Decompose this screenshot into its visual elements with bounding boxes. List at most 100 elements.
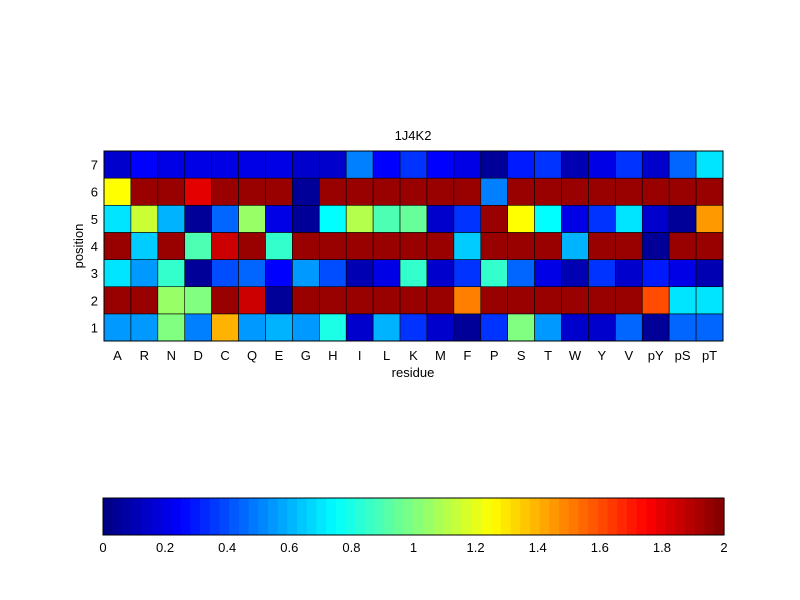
heatmap-cell xyxy=(372,232,401,260)
heatmap-cell xyxy=(184,232,212,260)
heatmap-cell xyxy=(184,286,212,315)
x-tick-label: L xyxy=(383,348,390,363)
heatmap-cell xyxy=(668,150,697,179)
colorbar-swatch xyxy=(374,498,385,535)
colorbar-tick-label: 1.6 xyxy=(591,540,609,555)
heatmap-cell xyxy=(265,259,293,288)
x-tick-label: H xyxy=(328,348,337,363)
colorbar-frame xyxy=(102,497,725,536)
colorbar-tick-label: 1.2 xyxy=(467,540,485,555)
heatmap-cell xyxy=(480,177,508,206)
x-tick-label: N xyxy=(167,348,176,363)
heatmap-cell xyxy=(103,232,132,260)
colorbar-swatch xyxy=(229,498,240,535)
heatmap-cell xyxy=(641,259,670,288)
colorbar-swatch xyxy=(559,498,570,535)
heatmap-cell xyxy=(695,204,724,233)
x-tick-label: T xyxy=(544,348,552,363)
heatmap-cell xyxy=(318,286,347,315)
colorbar xyxy=(103,498,725,535)
colorbar-swatch xyxy=(161,498,172,535)
heatmap-cell xyxy=(695,177,724,206)
colorbar-tick-label: 1.4 xyxy=(529,540,547,555)
x-tick-label: K xyxy=(409,348,418,363)
heatmap-cell xyxy=(480,286,508,315)
heatmap-cell xyxy=(453,150,482,179)
heatmap-cell xyxy=(399,286,428,315)
x-tick-label: I xyxy=(358,348,362,363)
heatmap-cell xyxy=(345,177,374,206)
heatmap-cell xyxy=(238,286,266,315)
heatmap-cell xyxy=(157,259,186,288)
heatmap-cell xyxy=(453,177,482,206)
heatmap-cell xyxy=(372,259,401,288)
colorbar-tick-label: 0.6 xyxy=(280,540,298,555)
heatmap-cell xyxy=(157,232,186,260)
heatmap-cell xyxy=(372,177,401,206)
colorbar-tick-label: 0.2 xyxy=(156,540,174,555)
heatmap-cell xyxy=(588,177,616,206)
heatmap-cell xyxy=(265,204,293,233)
colorbar-swatch xyxy=(287,498,298,535)
heatmap-cell xyxy=(480,259,508,288)
x-tick-label: S xyxy=(517,348,526,363)
heatmap-cell xyxy=(157,177,186,206)
heatmap-cell xyxy=(399,232,428,260)
heatmap-cell xyxy=(372,286,401,315)
heatmap-cell xyxy=(238,313,266,342)
colorbar-swatch xyxy=(510,498,521,535)
heatmap-cell xyxy=(507,313,535,342)
heatmap-cell xyxy=(211,232,239,260)
heatmap-cell xyxy=(615,204,643,233)
heatmap-cell xyxy=(292,259,320,288)
heatmap-cell xyxy=(345,313,374,342)
colorbar-swatch xyxy=(258,498,269,535)
x-tick-label: Y xyxy=(598,348,607,363)
heatmap-cell xyxy=(561,177,589,206)
colorbar-swatch xyxy=(306,498,318,535)
heatmap-cell xyxy=(372,204,401,233)
heatmap-cell xyxy=(130,259,159,288)
heatmap-cell xyxy=(292,286,320,315)
heatmap-cell xyxy=(345,286,374,315)
chart-title: 1J4K2 xyxy=(395,128,432,143)
heatmap-cell xyxy=(426,204,455,233)
heatmap-cell xyxy=(184,204,212,233)
heatmap-cell xyxy=(345,232,374,260)
heatmap-cell xyxy=(453,204,482,233)
x-tick-label: V xyxy=(624,348,633,363)
heatmap-cell xyxy=(480,313,508,342)
heatmap-cell xyxy=(534,286,562,315)
heatmap-cell xyxy=(668,177,697,206)
colorbar-swatch xyxy=(578,498,589,535)
heatmap-cell xyxy=(668,259,697,288)
heatmap-cell xyxy=(561,313,589,342)
colorbar-swatch xyxy=(141,498,153,535)
heatmap-cell xyxy=(157,313,186,342)
y-tick-label: 1 xyxy=(91,320,98,335)
heatmap-cell xyxy=(426,232,455,260)
colorbar-swatch xyxy=(462,498,473,535)
x-tick-label: A xyxy=(113,348,122,363)
heatmap-cell xyxy=(507,150,535,179)
heatmap-cell xyxy=(130,177,159,206)
heatmap-cell xyxy=(292,177,320,206)
colorbar-swatch xyxy=(520,498,531,535)
colorbar-tick-label: 0.8 xyxy=(342,540,360,555)
x-tick-label: pT xyxy=(702,348,717,363)
heatmap-cell xyxy=(265,150,293,179)
colorbar-swatch xyxy=(316,498,327,535)
colorbar-swatch xyxy=(694,498,706,535)
heatmap-cell xyxy=(238,177,266,206)
heatmap-cell xyxy=(372,150,401,179)
heatmap-cell xyxy=(211,286,239,315)
x-tick-label: P xyxy=(490,348,499,363)
heatmap-cell xyxy=(426,259,455,288)
heatmap-cell xyxy=(103,204,132,233)
heatmap-cell xyxy=(588,232,616,260)
colorbar-swatch xyxy=(597,498,609,535)
heatmap-cell xyxy=(534,232,562,260)
heatmap-cell xyxy=(453,232,482,260)
